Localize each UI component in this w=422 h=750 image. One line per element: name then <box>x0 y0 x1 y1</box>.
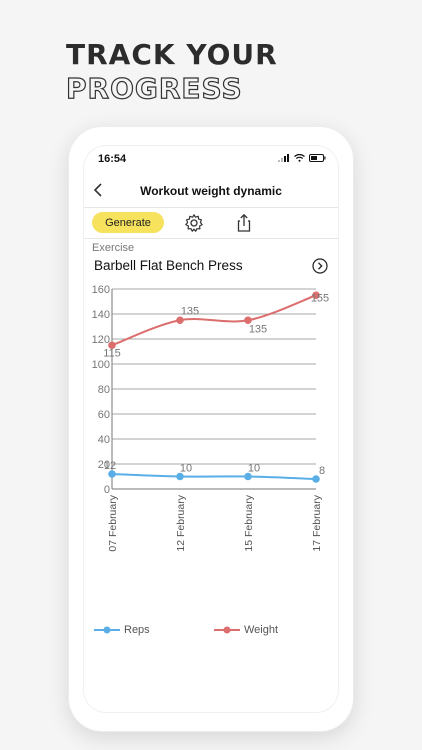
y-tick-label: 100 <box>92 359 110 371</box>
legend-label-reps: Reps <box>124 624 150 636</box>
data-label-weight: 115 <box>103 347 121 359</box>
series-line-weight <box>111 294 317 347</box>
divider <box>84 238 338 239</box>
legend-marker-weight <box>214 626 240 634</box>
y-tick-label: 80 <box>98 384 110 396</box>
x-tick-label: 07 February <box>107 494 119 551</box>
x-tick-label: 15 February <box>243 494 255 551</box>
headline: TRACK YOUR PROGRESS <box>65 38 278 106</box>
data-label-reps: 12 <box>104 460 116 472</box>
share-icon[interactable] <box>234 213 254 233</box>
weight-chart: 0 20 40 60 80 100 120 140 160 07 February 12 Febru… <box>92 284 330 552</box>
status-bar: 16:54 <box>84 146 338 172</box>
exercise-label: Exercise <box>92 242 135 254</box>
signal-icon <box>278 154 289 162</box>
data-label-reps: 10 <box>180 463 192 475</box>
data-point-weight <box>312 291 320 300</box>
wifi-icon <box>294 154 305 162</box>
chevron-left-icon[interactable] <box>92 180 106 200</box>
legend-label-weight: Weight <box>244 624 279 636</box>
generate-button[interactable]: Generate <box>92 212 164 233</box>
chevron-right-circle-icon[interactable] <box>312 258 328 274</box>
data-label-weight: 135 <box>249 323 267 335</box>
data-point-reps <box>244 472 252 481</box>
page-title: Workout weight dynamic <box>140 184 282 198</box>
x-tick-label: 17 February <box>311 494 323 551</box>
data-label-reps: 8 <box>319 465 325 477</box>
y-tick-label: 140 <box>92 309 110 321</box>
y-tick-label: 20 <box>98 459 110 471</box>
y-tick-label: 160 <box>92 284 110 296</box>
status-time: 16:54 <box>98 153 127 165</box>
gear-icon[interactable] <box>184 213 204 233</box>
data-point-weight <box>108 341 116 350</box>
headline-line2: PROGRESS <box>65 71 243 105</box>
legend-marker-reps <box>94 626 120 634</box>
legend-item-weight: Weight <box>214 624 278 636</box>
status-icons <box>278 154 326 162</box>
data-point-reps <box>176 472 184 481</box>
data-point-reps <box>108 470 116 478</box>
legend-item-reps: Reps <box>94 624 150 636</box>
series-line-reps <box>111 473 317 480</box>
x-tick-label: 12 February <box>175 494 187 551</box>
nav-bar: Workout weight dynamic <box>84 176 338 206</box>
divider <box>84 207 338 208</box>
data-label-reps: 10 <box>248 463 260 475</box>
exercise-name[interactable]: Barbell Flat Bench Press <box>94 258 243 273</box>
data-point-weight <box>244 316 252 325</box>
toolbar: Generate <box>84 210 338 236</box>
y-tick-label: 120 <box>92 334 110 346</box>
headline-line1: TRACK YOUR <box>66 38 278 71</box>
y-tick-label: 60 <box>98 409 110 421</box>
data-label-weight: 135 <box>181 305 199 317</box>
y-tick-label: 40 <box>98 434 110 446</box>
data-label-weight: 155 <box>311 292 329 304</box>
y-tick-label: 0 <box>104 484 110 496</box>
battery-icon <box>309 154 326 162</box>
data-point-weight <box>176 316 184 325</box>
chart-legend: Reps Weight <box>84 624 338 638</box>
data-point-reps <box>312 475 320 483</box>
app-screen: 16:54 Workout weight dynamic Gener <box>84 146 338 712</box>
